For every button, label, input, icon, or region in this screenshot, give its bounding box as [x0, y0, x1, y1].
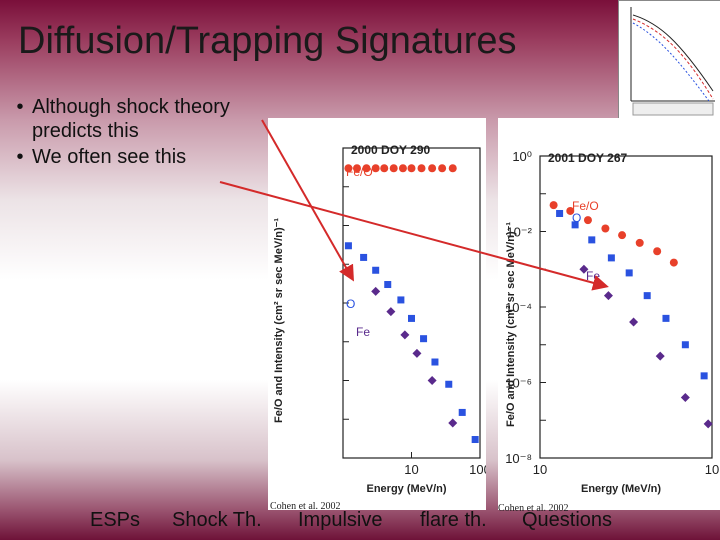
data-point-fe-o — [438, 164, 447, 173]
data-point-fe-o — [549, 201, 558, 210]
data-point-fe — [703, 419, 713, 429]
bullet-dot-icon: • — [16, 146, 24, 168]
data-point-o — [420, 335, 428, 343]
data-point-fe — [412, 348, 422, 358]
data-point-fe-o — [389, 164, 398, 173]
data-point-o — [700, 372, 708, 380]
series-label: O — [346, 297, 355, 311]
data-point-fe — [386, 307, 396, 317]
bullet-text: We often see this — [32, 146, 187, 168]
data-point-o — [360, 253, 368, 261]
data-point-fe-o — [635, 238, 644, 247]
data-point-fe — [371, 286, 381, 296]
x-axis-label: Energy (MeV/n) — [367, 483, 447, 495]
data-point-fe-o — [371, 164, 380, 173]
thumbnail-figure-svg — [630, 7, 715, 116]
data-point-fe — [655, 351, 665, 361]
citation-left: Cohen et al. 2002 — [270, 501, 341, 512]
data-point-fe-o — [653, 247, 662, 256]
data-point-fe-o — [448, 164, 457, 173]
right-plot-panel: 2001 DOY 267 Fe/O and Intensity (cm² sr s… — [498, 118, 720, 510]
x-axis-label: Energy (MeV/n) — [581, 483, 661, 495]
citation-right: Cohen et al. 2002 — [498, 503, 569, 514]
data-point-fe-o — [669, 258, 678, 267]
data-point-o — [471, 436, 479, 444]
data-point-o — [372, 266, 380, 274]
bullet-dot-icon: • — [16, 96, 24, 118]
y-tick-label: 10⁻⁸ — [505, 451, 532, 466]
data-point-fe-o — [618, 231, 627, 240]
data-point-fe-o — [601, 224, 610, 233]
series-label: Fe/O — [346, 165, 373, 179]
data-point-fe — [603, 291, 613, 301]
data-point-o — [431, 358, 439, 366]
y-tick-label: 10⁻⁶ — [505, 376, 532, 391]
x-tick-label: 10 — [533, 462, 547, 477]
data-point-o — [397, 296, 405, 304]
y-tick-label: 10⁰ — [512, 149, 532, 164]
data-point-fe-o — [583, 216, 592, 225]
data-point-o — [643, 292, 651, 300]
data-point-o — [344, 242, 352, 250]
data-point-fe — [448, 418, 458, 428]
y-tick-label: 10⁻⁴ — [505, 300, 532, 315]
bullet-item: • Although shock theory predicts this — [8, 95, 278, 143]
data-point-fe-o — [362, 164, 371, 173]
nav-shock-theory-link[interactable]: Shock Th. — [172, 509, 262, 531]
data-point-o — [607, 254, 615, 262]
nav-flare-theory-link[interactable]: flare th. — [420, 509, 487, 531]
nav-questions-link[interactable]: Questions — [522, 509, 613, 531]
data-point-fe — [400, 330, 410, 340]
data-point-fe — [680, 393, 690, 403]
data-point-fe-o — [352, 164, 361, 173]
bullet-list: • Although shock theory predicts this • … — [8, 95, 278, 171]
data-point-o — [662, 314, 670, 322]
left-chart-svg: 2000 DOY 290 Fe/O and Intensity (cm² sr s… — [273, 143, 491, 495]
data-point-fe-o — [407, 164, 416, 173]
data-point-o — [384, 281, 392, 289]
data-point-fe — [427, 376, 437, 385]
thumbnail-figure — [618, 0, 720, 120]
data-point-fe-o — [398, 164, 407, 173]
data-point-o — [681, 341, 689, 349]
plot-frame — [539, 155, 713, 459]
series-label: O — [572, 211, 581, 225]
y-axis-label: Fe/O and Intensity (cm² sr sec MeV/n)⁻¹ — [273, 218, 285, 423]
data-point-o — [408, 314, 415, 322]
series-label: Fe — [586, 269, 600, 283]
data-point-fe-o — [428, 164, 437, 173]
chart-title: 2000 DOY 290 — [351, 143, 430, 157]
series-label: Fe — [356, 325, 370, 339]
y-tick-label: 10⁻² — [506, 225, 532, 240]
nav-esps-link[interactable]: ESPs — [90, 509, 141, 531]
y-axis-label: Fe/O and Intensity (cm² sr sec MeV/n)⁻¹ — [505, 222, 517, 427]
data-point-fe-o — [417, 164, 426, 173]
data-point-o — [556, 209, 564, 217]
x-tick-label: 100 — [469, 462, 486, 477]
data-point-o — [588, 236, 596, 244]
bullet-text: Although shock theory predicts this — [32, 96, 230, 142]
data-point-fe-o — [380, 164, 389, 173]
nav-impulsive-link[interactable]: Impulsive — [298, 509, 383, 531]
x-tick-label: 10 — [404, 462, 418, 477]
left-plot-panel: 2000 DOY 290 Fe/O and Intensity (cm² sr s… — [268, 118, 491, 510]
data-point-o — [445, 380, 453, 388]
right-chart-svg: 2001 DOY 267 Fe/O and Intensity (cm² sr s… — [505, 149, 719, 495]
data-point-fe — [629, 317, 639, 327]
data-point-o — [625, 269, 633, 277]
slide-title: Diffusion/Trapping Signatures — [18, 20, 517, 62]
data-point-o — [458, 408, 466, 416]
x-tick-label: 10 — [705, 462, 719, 477]
bullet-item: • We often see this — [8, 145, 278, 169]
chart-title: 2001 DOY 267 — [548, 151, 627, 165]
